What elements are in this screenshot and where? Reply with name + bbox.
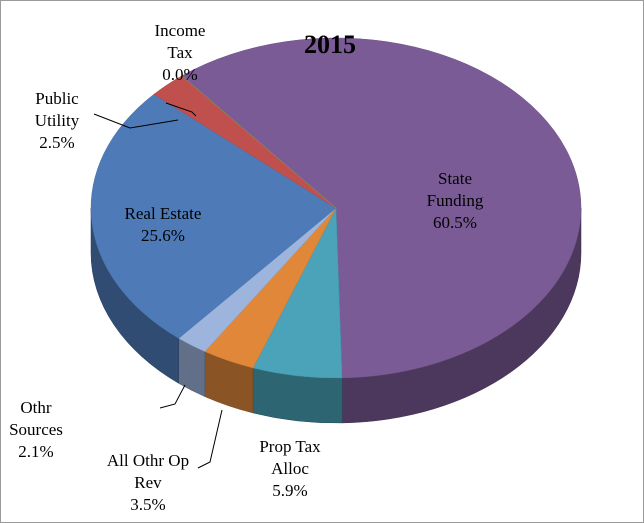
slice-label: Othr Sources 2.1% — [1, 397, 71, 463]
pie-slice — [153, 75, 337, 209]
value-label: 2.5% — [39, 133, 75, 152]
value-label: 2.1% — [18, 442, 54, 461]
value-label: 25.6% — [141, 226, 185, 245]
leader-line — [197, 409, 223, 469]
slice-label: Public Utility 2.5% — [17, 88, 97, 154]
leader-line — [93, 113, 179, 129]
value-label: 3.5% — [130, 495, 166, 514]
value-label: 0.0% — [162, 65, 198, 84]
category-label: State Funding — [426, 169, 484, 210]
slice-label: Income Tax 0.0% — [145, 20, 215, 86]
slice-sides — [90, 207, 582, 424]
leader-line — [165, 102, 197, 117]
slice-label: Prop Tax Alloc 5.9% — [245, 436, 335, 502]
slice-label: Real Estate 25.6% — [108, 203, 218, 247]
chart-title: 2015 — [304, 30, 356, 59]
category-label: Othr Sources — [9, 398, 63, 439]
category-label: Real Estate — [124, 204, 202, 223]
pie-slice — [181, 37, 582, 379]
category-label: Public Utility — [34, 89, 80, 130]
slice-label: All Othr Op Rev 3.5% — [93, 450, 203, 516]
slice-label: State Funding 60.5% — [415, 168, 495, 234]
category-label: All Othr Op Rev — [106, 451, 190, 492]
pie-slice — [90, 93, 337, 339]
value-label: 60.5% — [433, 213, 477, 232]
value-label: 5.9% — [272, 481, 308, 500]
leader-line — [159, 384, 186, 409]
category-label: Income Tax — [154, 21, 206, 62]
category-label: Prop Tax Alloc — [259, 437, 321, 478]
